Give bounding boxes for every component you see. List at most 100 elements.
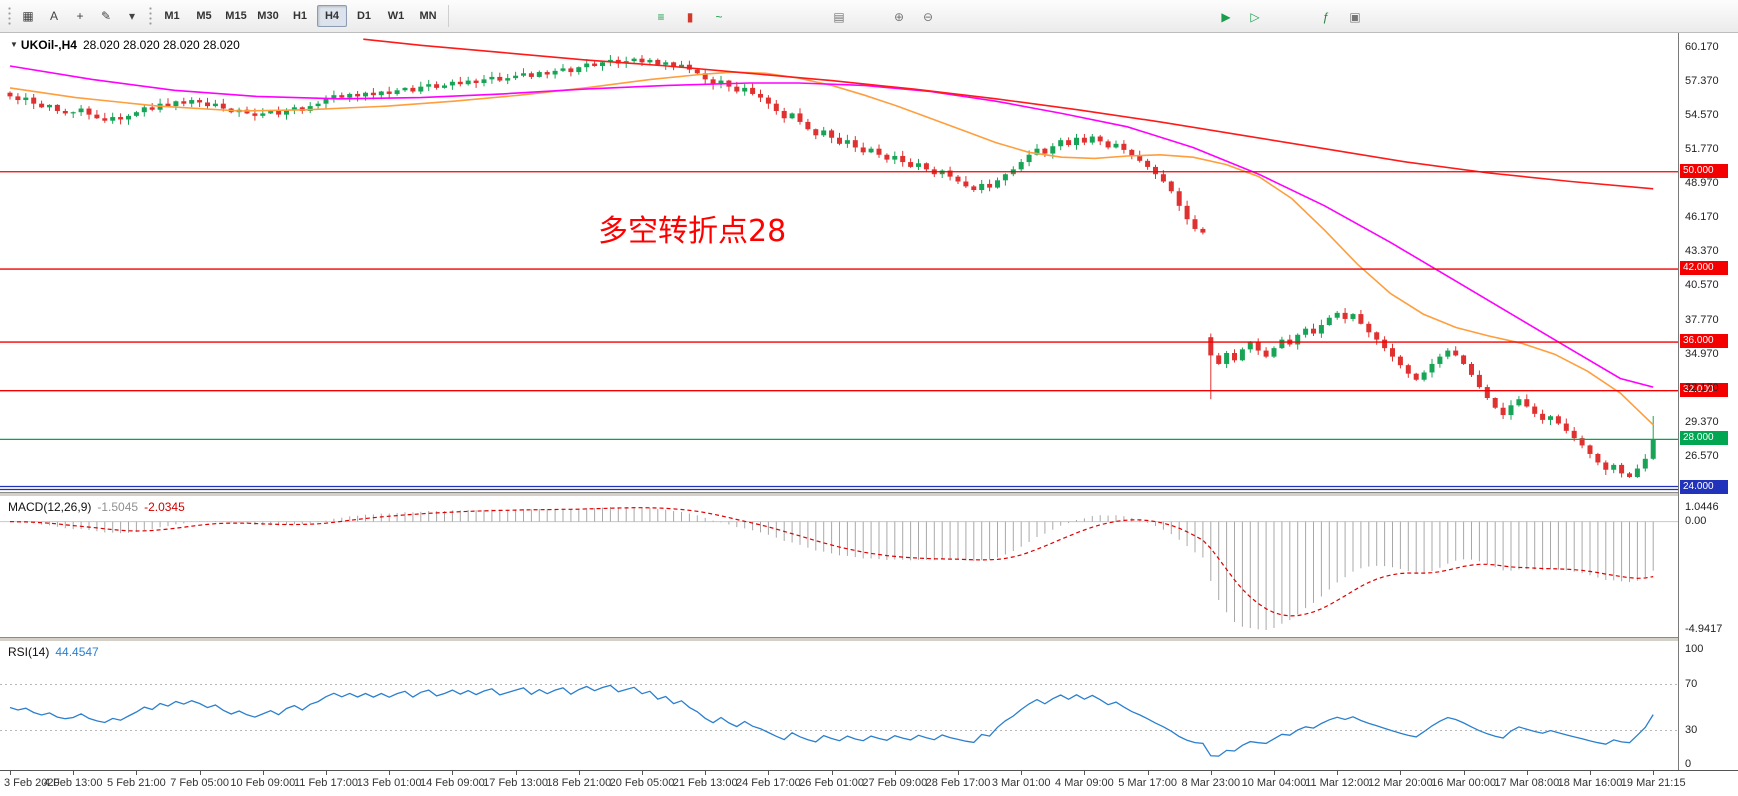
chart-annotation-text[interactable]: 多空转折点28 [598, 214, 787, 249]
zoom-out-icon[interactable]: ⊖ [922, 10, 934, 24]
price-axis-label: 43.370 [1685, 245, 1719, 258]
panel-splitter-2[interactable] [0, 637, 1738, 642]
macd-indicator-label: MACD(12,26,9) -1.5045 -2.0345 [8, 500, 185, 514]
price-axis[interactable]: 50.000 42.000 36.000 32.000 28.000 24.000 60.1… [1679, 33, 1738, 494]
time-tick [326, 771, 327, 775]
time-axis-label: 12 Mar 20:00 [1367, 777, 1433, 789]
time-tick [768, 771, 770, 775]
time-axis-label: 16 Mar 00:00 [1431, 777, 1497, 789]
ma-slow-red[interactable] [363, 38, 1654, 190]
timeframe-mn[interactable]: MN [419, 10, 437, 22]
rsi-panel-canvas[interactable] [0, 642, 1678, 770]
macd-value-main: -1.5045 [97, 500, 139, 514]
macd-title: MACD(12,26,9) [8, 500, 92, 514]
macd-axis-label: 0.00 [1685, 514, 1707, 527]
time-axis-label: 21 Feb 13:00 [672, 777, 738, 789]
time-tick [262, 771, 264, 775]
rsi-value: 44.4547 [55, 645, 99, 659]
rsi-axis-label: 100 [1685, 643, 1704, 655]
right-axis-column [1678, 33, 1738, 770]
draw-tool-icon[interactable]: ✎ [100, 9, 112, 23]
collapse-arrow-icon[interactable]: ▼ [10, 40, 18, 49]
price-axis-label: 54.570 [1685, 109, 1719, 122]
chart-grid-icon[interactable]: ▦ [22, 9, 34, 23]
time-axis-label: 10 Mar 04:00 [1241, 777, 1307, 789]
time-axis-label: 24 Feb 17:00 [735, 777, 801, 789]
time-axis-label: 5 Feb 21:00 [107, 777, 166, 789]
time-axis-label: 10 Feb 09:00 [230, 777, 296, 789]
indicators-icon[interactable]: ƒ [1322, 10, 1330, 24]
price-axis-label: 37.770 [1685, 313, 1719, 326]
timeframe-w1[interactable]: W1 [387, 10, 405, 22]
toolbar-grip[interactable] [7, 6, 12, 26]
rsi-axis[interactable]: 100 70 30 0 [1679, 642, 1738, 770]
price-badge-50.000: 50.000 [1680, 163, 1728, 178]
price-axis-label: 60.170 [1685, 41, 1719, 54]
panel-splitter-1[interactable] [0, 492, 1738, 497]
time-tick [389, 771, 391, 775]
time-tick [515, 771, 517, 775]
timeframe-m1[interactable]: M1 [164, 10, 180, 22]
time-axis-label: 11 Mar 12:00 [1305, 777, 1370, 789]
draw-dropdown-caret[interactable]: ▾ [128, 9, 136, 23]
cursor-tool-a[interactable]: A [49, 9, 58, 23]
time-tick [1590, 771, 1591, 775]
toolbar-icon-group-1: ≡ ▮ ~ [648, 5, 732, 29]
time-tick [1147, 771, 1149, 775]
time-tick [578, 771, 580, 775]
zoom-in-icon[interactable]: ⊕ [893, 10, 905, 24]
ma-fast-orange[interactable] [9, 71, 1654, 426]
price-chart-canvas[interactable] [0, 33, 1678, 492]
timeframe-h1[interactable]: H1 [292, 10, 308, 22]
time-axis-label: 7 Feb 05:00 [170, 777, 229, 789]
time-tick [1274, 771, 1275, 775]
time-axis-label: 26 Feb 01:00 [799, 777, 865, 789]
toolbar-icon-group-3: ⊕ ⊖ [886, 5, 941, 29]
time-axis-label: 18 Mar 16:00 [1557, 777, 1623, 789]
time-tick [705, 771, 707, 775]
time-tick [1463, 771, 1465, 775]
price-axis-label: 26.570 [1685, 449, 1719, 462]
timeframe-m15[interactable]: M15 [225, 10, 247, 22]
line-chart-icon[interactable]: ~ [715, 10, 723, 24]
candles-series[interactable] [7, 54, 1656, 478]
candlestick-chart-icon[interactable]: ▮ [686, 10, 694, 24]
price-axis-label: 34.970 [1685, 347, 1719, 360]
time-tick [136, 771, 138, 775]
time-tick [831, 771, 833, 775]
toolbar-grip-2[interactable] [148, 6, 153, 26]
crosshair-icon[interactable]: + [76, 9, 84, 23]
time-axis-label: 14 Feb 09:00 [419, 777, 485, 789]
time-axis-label: 27 Feb 09:00 [862, 777, 928, 789]
symbol-label: UKOil-,H4 [20, 38, 77, 52]
time-axis-label: 17 Mar 08:00 [1494, 777, 1560, 789]
rsi-axis-label: 0 [1685, 758, 1692, 770]
time-axis-label: 13 Feb 01:00 [356, 777, 422, 789]
time-axis-label: 17 Feb 13:00 [483, 777, 549, 789]
rsi-title: RSI(14) [8, 645, 50, 659]
new-order-icon[interactable]: ▤ [833, 10, 845, 24]
time-axis-label: 3 Mar 01:00 [991, 777, 1051, 789]
templates-icon[interactable]: ▣ [1349, 10, 1361, 24]
timeframe-group: M1 M5 M15 M30 H1 H4 D1 W1 MN [156, 5, 444, 27]
time-tick [1210, 771, 1212, 775]
timeframe-d1[interactable]: D1 [356, 10, 372, 22]
timeframe-m30[interactable]: M30 [257, 10, 279, 22]
chart-shift-icon[interactable]: ▷ [1250, 10, 1260, 24]
time-axis-label: 20 Feb 05:00 [609, 777, 675, 789]
price-axis-label: 57.370 [1685, 75, 1719, 88]
timeframe-h4[interactable]: H4 [317, 5, 347, 27]
time-tick [1337, 771, 1339, 775]
macd-axis[interactable]: 1.0446 0.00 -4.9417 [1679, 497, 1738, 637]
bar-chart-icon[interactable]: ≡ [657, 10, 665, 24]
timeframe-m5[interactable]: M5 [196, 10, 212, 22]
price-badge-42.000: 42.000 [1680, 261, 1728, 276]
macd-panel-canvas[interactable] [0, 497, 1678, 637]
time-axis-label: 8 Mar 23:00 [1181, 777, 1241, 789]
top-toolbar: ▦ A + ✎ ▾ M1 M5 M15 M30 H1 H4 D1 W1 MN ≡ ▮ ~ ▤ ⊕ ⊖ ▶ ▷ ƒ ▣ [0, 0, 1738, 33]
time-tick [958, 771, 959, 775]
left-tools-group: ▦ A + ✎ ▾ [15, 4, 145, 28]
time-axis[interactable]: 3 Feb 2020 4 Feb 13:00 5 Feb 21:00 7 Feb 05… [0, 770, 1738, 796]
auto-scroll-icon[interactable]: ▶ [1221, 10, 1231, 24]
